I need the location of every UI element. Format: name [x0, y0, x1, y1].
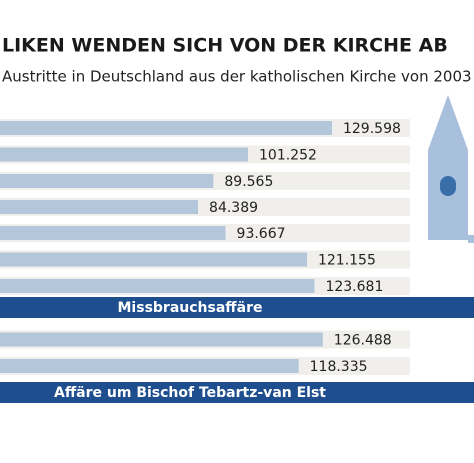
annotation-banner: [0, 297, 474, 318]
chart-subtitle: Austritte in Deutschland aus der katholi…: [2, 68, 474, 86]
bar: [0, 226, 226, 240]
bar: [0, 332, 323, 347]
value-label: 84.389: [209, 200, 258, 216]
bar: [0, 279, 315, 293]
bar: [0, 174, 214, 188]
chart-title: LIKEN WENDEN SICH VON DER KIRCHE AB: [2, 35, 448, 57]
value-label: 101.252: [259, 148, 317, 164]
value-label: 118.335: [310, 359, 368, 375]
rows: 129.598 101.252 89.565 84.389 93.667 121.155 1…: [0, 119, 410, 375]
value-label: 126.488: [334, 333, 392, 349]
annotation-text: Affäre um Bischof Tebartz-van Elst: [54, 385, 326, 401]
bar: [0, 252, 307, 267]
value-label: 121.155: [318, 253, 376, 269]
annotation-text: Missbrauchsaffäre: [118, 300, 263, 316]
value-label: 123.681: [325, 279, 383, 295]
bar: [0, 121, 332, 135]
value-label: 93.667: [237, 226, 286, 242]
value-label: 89.565: [224, 174, 273, 190]
church-icon: [428, 95, 474, 243]
bar: [0, 200, 199, 214]
annotation-banner: [0, 382, 474, 403]
bar: [0, 359, 299, 373]
bar: [0, 147, 249, 162]
value-label: 129.598: [343, 121, 401, 137]
